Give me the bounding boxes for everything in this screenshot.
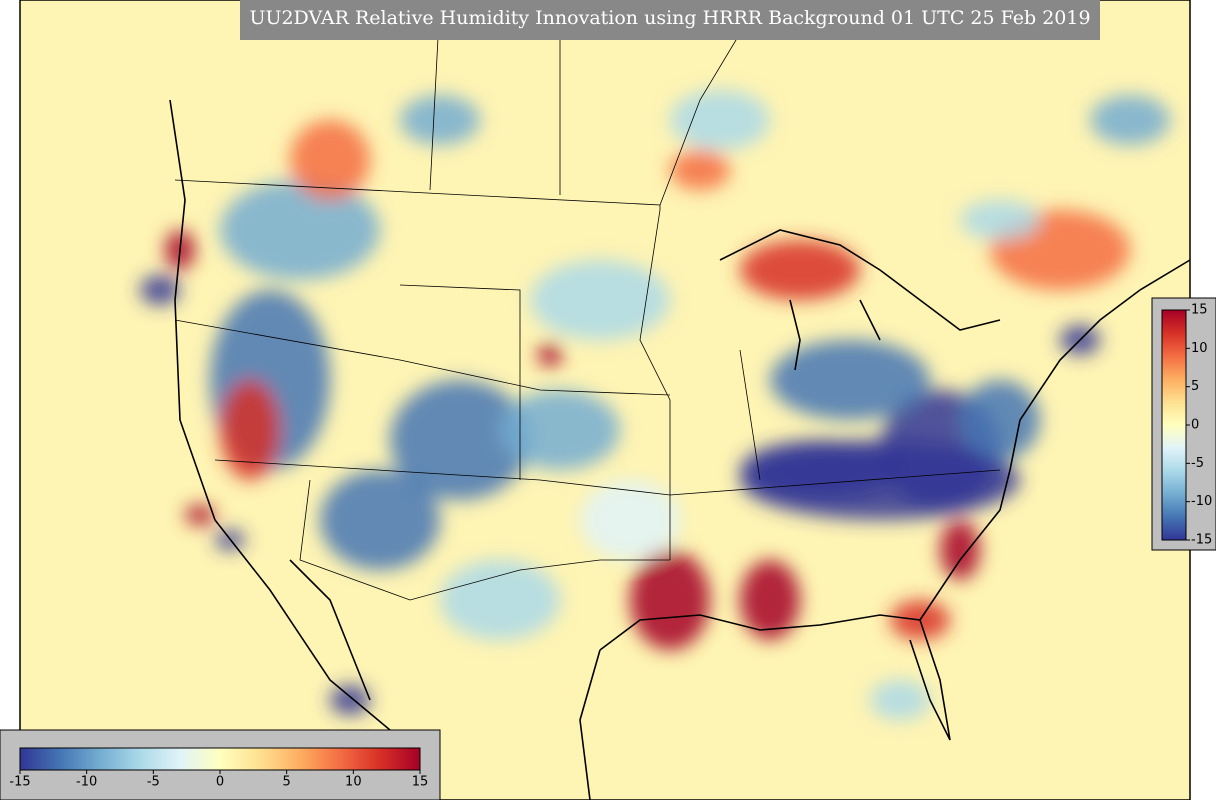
colorbar-tick-label: 0	[1191, 418, 1199, 433]
colorbar-tick-label: -10	[76, 775, 97, 790]
colorbar-tick-label: -15	[9, 775, 30, 790]
colorbar-tick-label: -5	[147, 775, 160, 790]
humidity-field	[140, 90, 1170, 720]
colorbar-tick-label: 5	[283, 775, 291, 790]
colorbar	[1161, 309, 1187, 541]
colorbar-tick-label: 15	[412, 775, 429, 790]
colorbar-tick-label: 15	[1191, 303, 1208, 318]
colorbar	[19, 747, 421, 771]
colorbar-tick-label: 10	[345, 775, 362, 790]
colorbar-tick-label: -5	[1191, 456, 1204, 471]
state-borders	[174, 0, 1001, 601]
colorbar-tick-label: -10	[1191, 494, 1212, 509]
colorbar-tick-label: 0	[216, 775, 224, 790]
colorbar-tick-label: 5	[1191, 379, 1199, 394]
title-box	[240, 0, 1100, 40]
colorbar-tick-label: -15	[1191, 533, 1212, 548]
coastlines	[169, 99, 1191, 800]
title: UU2DVAR Relative Humidity Innovation usi…	[249, 7, 1090, 29]
colorbar-tick-label: 10	[1191, 341, 1208, 356]
